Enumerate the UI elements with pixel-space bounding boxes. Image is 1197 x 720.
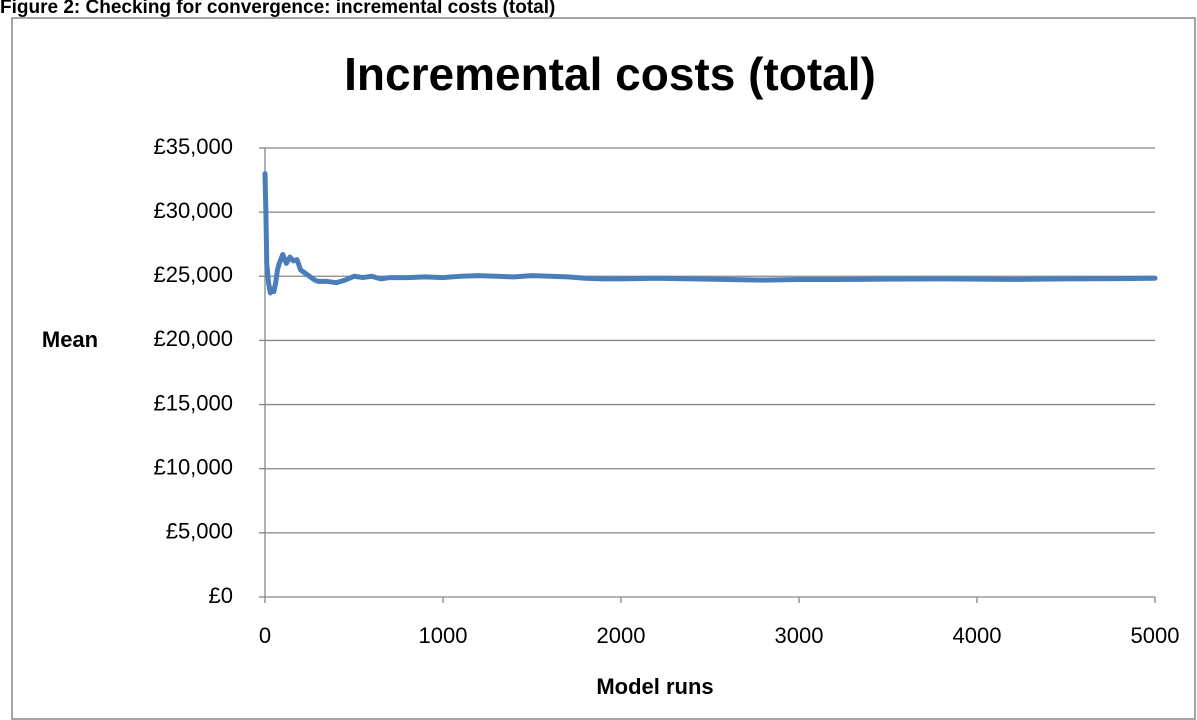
y-axis-label: Mean xyxy=(42,327,98,352)
x-tick-label: 5000 xyxy=(1131,623,1180,648)
x-tick-label: 3000 xyxy=(775,623,824,648)
x-tick-label: 4000 xyxy=(953,623,1002,648)
y-tick-label: £15,000 xyxy=(153,390,233,415)
chart-border xyxy=(11,17,1196,720)
y-tick-label: £10,000 xyxy=(153,455,233,480)
figure-caption: Figure 2: Checking for convergence: incr… xyxy=(0,0,555,18)
chart-title: Incremental costs (total) xyxy=(344,48,876,100)
x-tick-label: 2000 xyxy=(597,623,646,648)
y-tick-label: £30,000 xyxy=(153,198,233,223)
data-line xyxy=(262,171,1158,296)
x-axis-label: Model runs xyxy=(596,674,713,699)
y-tick-label: £20,000 xyxy=(153,326,233,351)
y-tick-label: £25,000 xyxy=(153,262,233,287)
x-tick-label: 0 xyxy=(259,623,271,648)
y-tick-label: £0 xyxy=(209,583,233,608)
y-tick-label: £5,000 xyxy=(166,519,233,544)
y-tick-label: £35,000 xyxy=(153,134,233,159)
x-tick-label: 1000 xyxy=(419,623,468,648)
